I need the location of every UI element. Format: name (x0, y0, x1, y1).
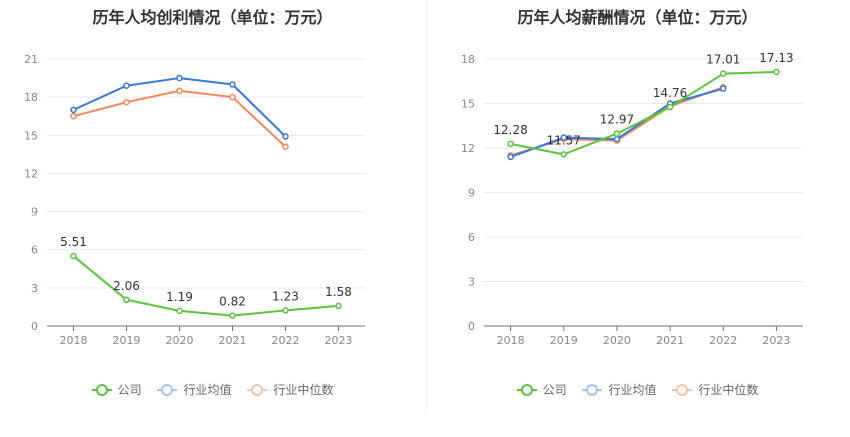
data-point (507, 153, 514, 161)
y-tick-label: 15 (461, 98, 475, 111)
legend-swatch-company (516, 383, 537, 396)
x-tick-label: 2022 (709, 334, 737, 347)
x-tick-label: 2019 (550, 334, 578, 347)
x-tick-label: 2021 (219, 334, 247, 347)
salary-chart: 0 3 6 9 12 15 18 2018 2019 2020 2021 2022 2023 12.28 1… (461, 51, 803, 347)
data-point (560, 134, 567, 141)
legend-item-industry-median[interactable]: 行业中位数 (247, 381, 333, 398)
y-tick-label: 12 (461, 142, 475, 155)
data-label: 1.58 (325, 285, 352, 299)
data-point (335, 302, 342, 310)
profit-chart-panel: 历年人均创利情况（单位：万元） 0 3 6 9 12 15 18 21 2018 2019 2020… (0, 8, 425, 399)
data-point (666, 103, 674, 111)
data-label: 1.19 (166, 290, 193, 304)
legend-item-company[interactable]: 公司 (91, 381, 142, 398)
data-point (176, 74, 183, 82)
data-point (720, 85, 727, 92)
legend-label: 行业中位数 (698, 383, 759, 397)
x-tick-label: 2023 (325, 334, 353, 347)
legend-label: 公司 (117, 383, 142, 397)
data-point (720, 70, 727, 77)
y-tick-label: 9 (468, 187, 475, 200)
legend-label: 行业均值 (183, 383, 232, 397)
data-label: 5.51 (60, 235, 87, 249)
data-point (229, 93, 236, 101)
chart-legend: 公司 行业均值 行业中位数 (425, 381, 850, 399)
x-tick-label: 2020 (603, 334, 631, 347)
data-point (282, 143, 289, 150)
legend-swatch-industry-median (672, 383, 693, 396)
data-label: 1.23 (272, 289, 299, 303)
x-tick-label: 2022 (272, 334, 300, 347)
y-tick-label: 0 (468, 320, 475, 333)
legend-label: 公司 (542, 383, 567, 397)
series-line (72, 255, 339, 317)
chart-title: 历年人均创利情况（单位：万元） (92, 8, 333, 27)
legend-swatch-industry-mean (582, 383, 603, 396)
legend-swatch-company (91, 383, 112, 396)
data-point (70, 252, 77, 260)
chart-title: 历年人均薪酬情况（单位：万元） (517, 8, 758, 27)
x-tick-label: 2019 (113, 334, 141, 347)
data-point (70, 112, 77, 120)
data-label: 17.13 (759, 51, 793, 65)
y-tick-label: 18 (461, 53, 475, 66)
data-point (282, 307, 289, 314)
x-tick-label: 2023 (762, 334, 790, 347)
salary-chart-panel: 历年人均薪酬情况（单位：万元） 0 3 6 9 12 15 18 2018 2019 2020 20… (425, 0, 850, 437)
x-tick-label: 2020 (166, 334, 194, 347)
data-label: 12.28 (493, 123, 527, 137)
y-tick-label: 21 (24, 53, 38, 66)
data-point (70, 106, 77, 114)
chart-legend: 公司 行业均值 行业中位数 (0, 381, 425, 399)
y-tick-label: 3 (468, 276, 475, 289)
y-tick-label: 9 (31, 206, 38, 219)
legend-swatch-industry-mean (157, 383, 178, 396)
series-line (510, 70, 777, 156)
y-tick-label: 3 (31, 282, 38, 295)
y-tick-label: 0 (31, 320, 38, 333)
legend-item-industry-mean[interactable]: 行业均值 (157, 381, 232, 398)
data-label: 17.01 (706, 53, 740, 67)
x-tick-label: 2018 (497, 334, 525, 347)
data-label: 11.57 (547, 133, 581, 147)
series-line (73, 89, 287, 148)
data-point (613, 135, 621, 143)
data-label: 0.82 (219, 295, 246, 309)
profit-chart: 0 3 6 9 12 15 18 21 2018 2019 2020 2021 2022 2023 5.51… (24, 53, 365, 347)
y-tick-label: 6 (468, 231, 475, 244)
legend-item-company[interactable]: 公司 (516, 381, 567, 398)
data-point (282, 133, 289, 140)
x-tick-label: 2021 (656, 334, 684, 347)
data-label: 14.76 (653, 86, 687, 100)
y-tick-label: 18 (24, 91, 38, 104)
y-tick-label: 15 (24, 129, 38, 142)
data-point (560, 151, 567, 158)
data-point (229, 312, 236, 319)
legend-item-industry-median[interactable]: 行业中位数 (672, 381, 758, 398)
y-tick-label: 12 (24, 167, 38, 180)
data-label: 2.06 (113, 279, 140, 293)
data-point (176, 307, 183, 315)
data-point (613, 130, 621, 137)
data-label: 12.97 (600, 113, 634, 127)
data-point (123, 82, 130, 89)
data-point (507, 140, 514, 148)
data-point (123, 296, 130, 304)
data-point (176, 87, 183, 95)
legend-item-industry-mean[interactable]: 行业均值 (582, 381, 657, 398)
data-point (773, 68, 780, 76)
panel-divider (426, 0, 427, 410)
x-tick-label: 2018 (60, 334, 88, 347)
data-point (229, 81, 236, 88)
data-point (123, 98, 130, 106)
legend-label: 行业均值 (608, 383, 657, 397)
legend-swatch-industry-median (247, 383, 268, 396)
y-tick-label: 6 (31, 244, 38, 257)
legend-label: 行业中位数 (273, 383, 334, 397)
